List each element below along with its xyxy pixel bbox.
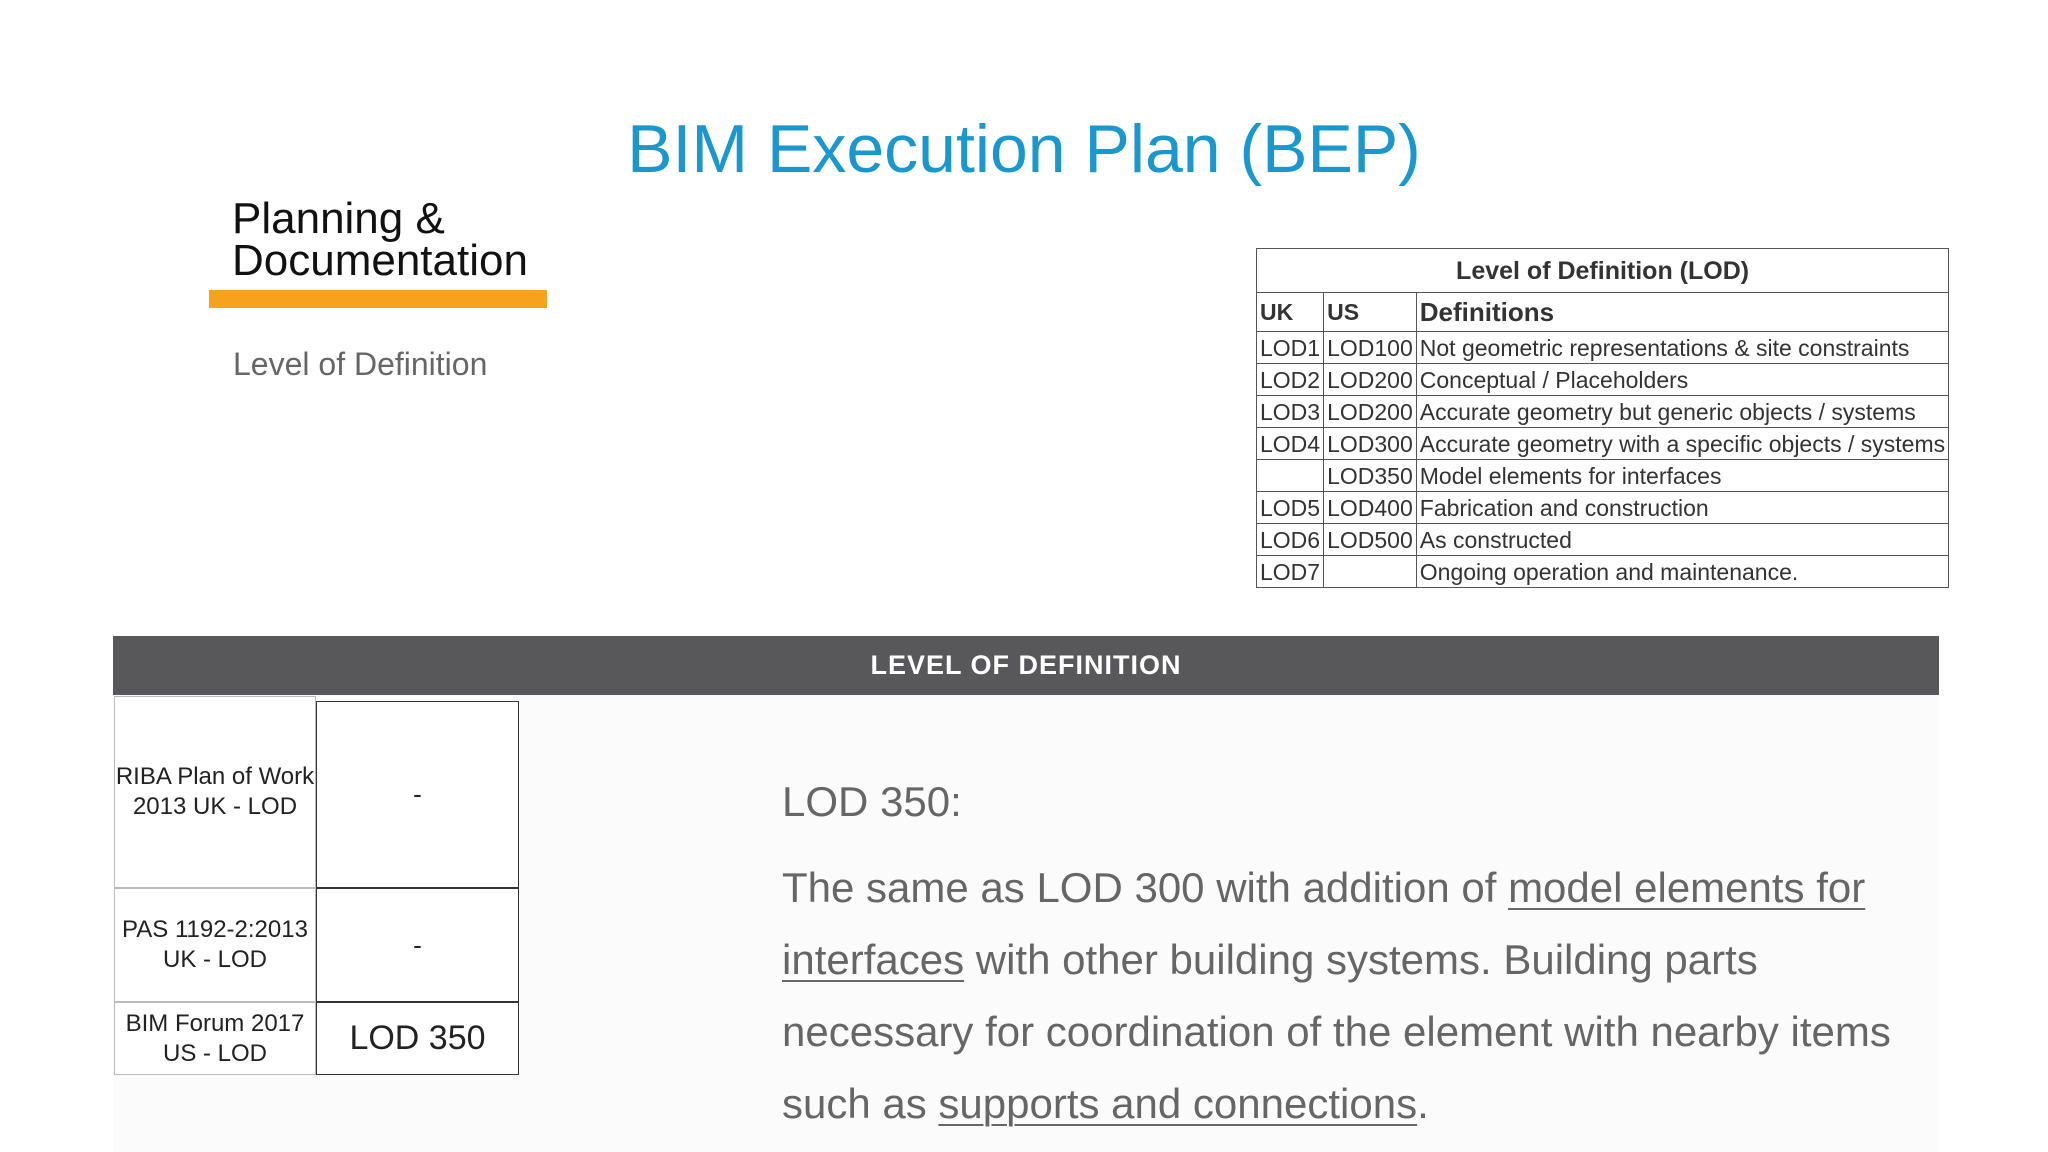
- uk-cell: LOD7: [1255, 555, 1325, 588]
- lod-table-row: LOD1 LOD100 Not geometric representations …: [1255, 331, 1950, 364]
- us-cell: LOD500: [1323, 523, 1417, 556]
- us-cell: LOD100: [1323, 331, 1417, 364]
- lod-table-body: LOD1 LOD100 Not geometric representations …: [1255, 331, 1950, 588]
- supports-connections-link[interactable]: supports and connections: [938, 1080, 1418, 1127]
- us-cell: LOD200: [1323, 363, 1417, 396]
- standard-label: RIBA Plan of Work 2013 UK - LOD: [114, 696, 316, 888]
- section-subtitle: Level of Definition: [233, 346, 488, 382]
- section-title-line2: Documentation: [232, 236, 528, 285]
- us-cell: LOD300: [1323, 427, 1417, 460]
- lod-heading: LOD 350:: [782, 778, 962, 825]
- lod-description: The same as LOD 300 with addition of mod…: [782, 852, 1912, 1140]
- uk-cell: LOD6: [1255, 523, 1325, 556]
- section-title: Planning & Documentation: [232, 194, 528, 285]
- uk-cell: LOD4: [1255, 427, 1325, 460]
- lod-table-row: LOD350 Model elements for interfaces: [1255, 459, 1950, 492]
- definition-cell: Not geometric representations & site con…: [1415, 331, 1950, 364]
- lod-table-row: LOD6 LOD500 As constructed: [1255, 523, 1950, 556]
- page-title: BIM Execution Plan (BEP): [627, 111, 1421, 187]
- lod-banner: LEVEL OF DEFINITION: [113, 636, 1939, 695]
- uk-cell: LOD2: [1255, 363, 1325, 396]
- lod-table-caption: Level of Definition (LOD): [1255, 248, 1950, 293]
- lod-table-header: UK US Definitions: [1255, 292, 1950, 332]
- lod-table-row: LOD2 LOD200 Conceptual / Placeholders: [1255, 363, 1950, 396]
- standard-label: BIM Forum 2017 US - LOD: [114, 1002, 316, 1075]
- definition-cell: Model elements for interfaces: [1415, 459, 1950, 492]
- description-text: The same as LOD 300 with addition of: [782, 864, 1509, 911]
- standard-value: LOD 350: [316, 1002, 519, 1075]
- uk-cell: LOD1: [1255, 331, 1325, 364]
- description-text: .: [1417, 1080, 1429, 1127]
- standard-label: PAS 1192-2:2013 UK - LOD: [114, 888, 316, 1002]
- definition-cell: Accurate geometry with a specific object…: [1415, 427, 1950, 460]
- us-cell: LOD350: [1323, 459, 1417, 492]
- definition-cell: Accurate geometry but generic objects / …: [1415, 395, 1950, 428]
- us-cell: LOD200: [1323, 395, 1417, 428]
- header-definitions: Definitions: [1415, 292, 1950, 332]
- lod-table-row: LOD4 LOD300 Accurate geometry with a speci…: [1255, 427, 1950, 460]
- uk-cell: [1255, 459, 1325, 492]
- lod-table: Level of Definition (LOD) UK US Definiti…: [1255, 248, 1950, 588]
- lod-table-row: LOD5 LOD400 Fabrication and construction: [1255, 491, 1950, 524]
- uk-cell: LOD5: [1255, 491, 1325, 524]
- header-uk: UK: [1255, 292, 1325, 332]
- us-cell: [1323, 555, 1417, 588]
- section-accent-bar: [209, 290, 547, 308]
- definition-cell: Ongoing operation and maintenance.: [1415, 555, 1950, 588]
- standard-value: -: [316, 888, 519, 1002]
- model-elements-link[interactable]: model elements for interfaces: [782, 864, 1866, 983]
- definition-cell: Fabrication and construction: [1415, 491, 1950, 524]
- header-us: US: [1323, 292, 1417, 332]
- uk-cell: LOD3: [1255, 395, 1325, 428]
- lod-table-row: LOD3 LOD200 Accurate geometry but generic …: [1255, 395, 1950, 428]
- us-cell: LOD400: [1323, 491, 1417, 524]
- definition-cell: Conceptual / Placeholders: [1415, 363, 1950, 396]
- standard-value: -: [316, 701, 519, 888]
- description-text: with other building systems. Building pa…: [782, 936, 1891, 1127]
- section-title-line1: Planning &: [232, 194, 445, 243]
- definition-cell: As constructed: [1415, 523, 1950, 556]
- lod-table-row: LOD7 Ongoing operation and maintenance.: [1255, 555, 1950, 588]
